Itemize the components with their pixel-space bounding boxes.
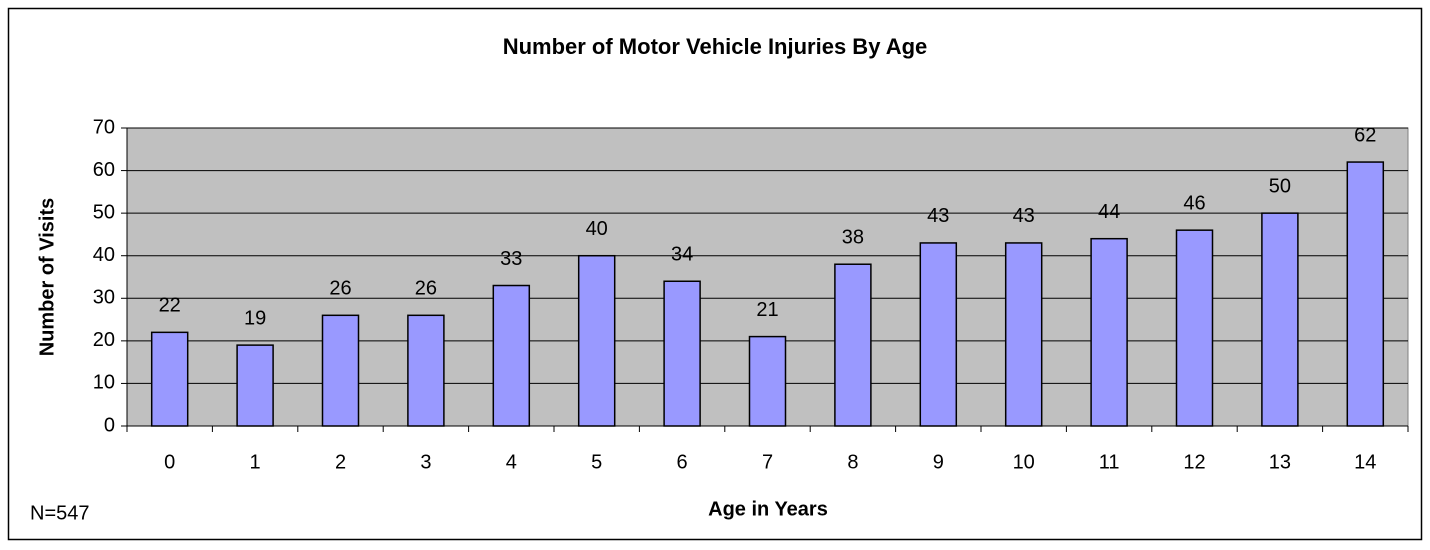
- chart-title: Number of Motor Vehicle Injuries By Age: [503, 34, 928, 59]
- data-label: 62: [1354, 124, 1376, 146]
- y-tick-label: 40: [93, 244, 115, 266]
- x-tick-label: 9: [933, 451, 944, 473]
- x-tick-label: 4: [506, 451, 517, 473]
- data-label: 22: [159, 295, 181, 317]
- bar: [492, 284, 531, 427]
- data-label: 43: [927, 205, 949, 227]
- data-label: 34: [671, 244, 693, 266]
- bar: [1090, 237, 1128, 427]
- bar: [321, 314, 360, 427]
- bar: [1346, 161, 1385, 427]
- bar: [1175, 229, 1214, 427]
- x-tick-label: 6: [677, 451, 688, 473]
- y-tick-label: 20: [93, 329, 115, 351]
- data-label: 44: [1098, 201, 1120, 223]
- data-label: 43: [1013, 205, 1035, 227]
- x-tick-label: 5: [591, 451, 602, 473]
- bar: [663, 280, 701, 427]
- data-label: 38: [842, 227, 864, 249]
- data-label: 46: [1183, 192, 1205, 214]
- y-axis-label: Number of Visits: [36, 198, 58, 357]
- x-tick-label: 13: [1269, 451, 1291, 473]
- y-tick-label: 70: [93, 116, 115, 138]
- x-tick-label: 7: [762, 451, 773, 473]
- bar: [1004, 242, 1043, 427]
- bar: [577, 254, 616, 427]
- data-label: 19: [244, 307, 266, 329]
- bar: [748, 335, 787, 427]
- x-tick-label: 10: [1013, 451, 1035, 473]
- data-label: 50: [1269, 175, 1291, 197]
- y-tick-label: 50: [93, 201, 115, 223]
- y-tick-label: 10: [93, 372, 115, 394]
- data-label: 26: [415, 278, 437, 300]
- x-tick-label: 11: [1099, 451, 1120, 473]
- bar: [236, 344, 274, 427]
- y-tick-label: 30: [93, 287, 115, 309]
- data-label: 21: [756, 299, 778, 321]
- x-axis-label: Age in Years: [708, 498, 828, 520]
- x-tick-label: 8: [847, 451, 858, 473]
- x-tick-label: 0: [164, 451, 175, 473]
- y-tick-label: 0: [104, 414, 115, 436]
- x-tick-label: 1: [250, 451, 261, 473]
- x-tick-label: 2: [335, 451, 346, 473]
- bar: [1261, 212, 1299, 427]
- x-tick-label: 12: [1183, 451, 1205, 473]
- bar: [150, 331, 189, 427]
- bar: [407, 314, 445, 427]
- data-label: 33: [500, 248, 522, 270]
- annotation: N=547: [30, 502, 90, 524]
- data-label: 40: [586, 218, 608, 240]
- bar: [834, 263, 872, 427]
- bar: [919, 242, 958, 427]
- x-tick-label: 14: [1354, 451, 1376, 473]
- x-tick-label: 3: [420, 451, 431, 473]
- y-tick-label: 60: [93, 159, 115, 181]
- data-label: 26: [329, 278, 351, 300]
